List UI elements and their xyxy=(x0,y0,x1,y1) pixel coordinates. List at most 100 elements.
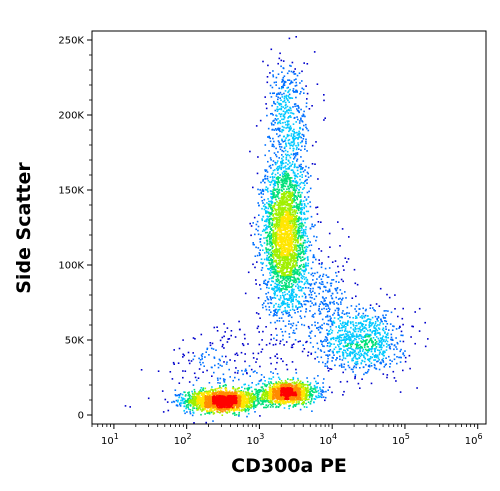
event-dot xyxy=(275,213,277,216)
event-dot xyxy=(304,297,307,299)
event-dot xyxy=(384,320,386,322)
event-dot xyxy=(271,86,274,89)
event-dot xyxy=(427,338,429,340)
event-dot xyxy=(306,235,308,237)
event-dot xyxy=(272,210,275,212)
event-dot xyxy=(381,341,383,344)
event-dot xyxy=(292,206,294,209)
event-dot xyxy=(314,389,317,391)
event-dot xyxy=(387,336,389,339)
event-dot xyxy=(311,410,313,412)
event-dot xyxy=(269,267,271,270)
event-dot xyxy=(351,359,353,362)
event-dot xyxy=(357,341,359,344)
event-dot xyxy=(278,210,280,212)
event-dot xyxy=(309,337,312,339)
event-dot xyxy=(236,388,239,390)
event-dot xyxy=(291,218,293,220)
event-dot xyxy=(291,265,293,268)
event-dot xyxy=(349,316,351,319)
event-dot xyxy=(369,318,372,321)
event-dot xyxy=(262,60,264,63)
event-dot xyxy=(273,285,276,288)
event-dot xyxy=(339,343,341,345)
event-dot xyxy=(307,196,310,198)
event-dot xyxy=(314,321,316,324)
event-dot xyxy=(389,323,392,325)
event-dot xyxy=(262,400,264,402)
event-dot xyxy=(305,102,308,104)
event-dot xyxy=(277,310,279,313)
event-dot xyxy=(280,254,282,256)
event-dot xyxy=(297,241,299,244)
event-dot xyxy=(261,207,263,210)
event-dot xyxy=(276,357,279,359)
event-dot xyxy=(338,325,340,327)
event-dot xyxy=(387,332,389,335)
event-dot xyxy=(285,168,287,170)
event-dot xyxy=(362,338,364,341)
event-dot xyxy=(298,281,300,283)
event-dot xyxy=(365,335,367,337)
event-dot xyxy=(297,203,300,206)
event-dot xyxy=(298,219,300,222)
event-dot xyxy=(192,411,194,414)
event-dot xyxy=(274,321,276,324)
event-dot xyxy=(306,340,308,343)
event-dot xyxy=(363,326,365,328)
event-dot xyxy=(183,398,186,400)
event-dot xyxy=(273,81,276,84)
event-dot xyxy=(204,413,206,415)
event-dot xyxy=(266,397,269,400)
event-dot xyxy=(295,264,298,267)
event-dot xyxy=(309,296,312,299)
event-dot xyxy=(259,249,261,251)
event-dot xyxy=(314,324,316,327)
event-dot xyxy=(280,269,282,272)
event-dot xyxy=(259,317,261,319)
event-dot xyxy=(267,190,269,193)
event-dot xyxy=(359,350,361,353)
event-dot xyxy=(298,265,301,267)
event-dot xyxy=(265,219,267,221)
event-dot xyxy=(351,358,353,360)
event-dot xyxy=(294,405,297,407)
event-dot xyxy=(274,286,277,289)
event-dot xyxy=(264,231,267,234)
event-dot xyxy=(271,198,273,200)
event-dot xyxy=(186,400,189,402)
event-dot xyxy=(273,309,275,312)
event-dot xyxy=(296,212,299,214)
event-dot xyxy=(299,132,301,135)
event-dot xyxy=(257,393,260,396)
event-dot xyxy=(254,266,256,269)
event-dot xyxy=(293,234,296,236)
event-dot xyxy=(369,304,372,306)
event-dot xyxy=(275,246,277,248)
event-dot xyxy=(282,173,284,176)
event-dot xyxy=(281,86,283,88)
event-dot xyxy=(280,288,283,290)
event-dot xyxy=(330,343,333,345)
event-dot xyxy=(265,107,268,110)
event-dot xyxy=(355,295,357,298)
event-dot xyxy=(288,323,290,325)
event-dot xyxy=(225,363,228,365)
event-dot xyxy=(282,179,285,182)
event-dot xyxy=(287,256,289,259)
event-dot xyxy=(319,312,322,315)
event-dot xyxy=(337,303,340,306)
event-dot xyxy=(290,258,292,261)
event-dot xyxy=(182,370,184,372)
event-dot xyxy=(307,262,310,265)
event-dot xyxy=(192,352,194,354)
event-dot xyxy=(280,103,283,105)
event-dot xyxy=(280,167,283,169)
event-dot xyxy=(281,198,284,201)
event-dot xyxy=(269,357,272,359)
event-dot xyxy=(248,393,251,396)
event-dot xyxy=(273,194,275,197)
event-dot xyxy=(187,351,190,354)
event-dot xyxy=(342,280,344,283)
event-dot xyxy=(292,184,294,187)
